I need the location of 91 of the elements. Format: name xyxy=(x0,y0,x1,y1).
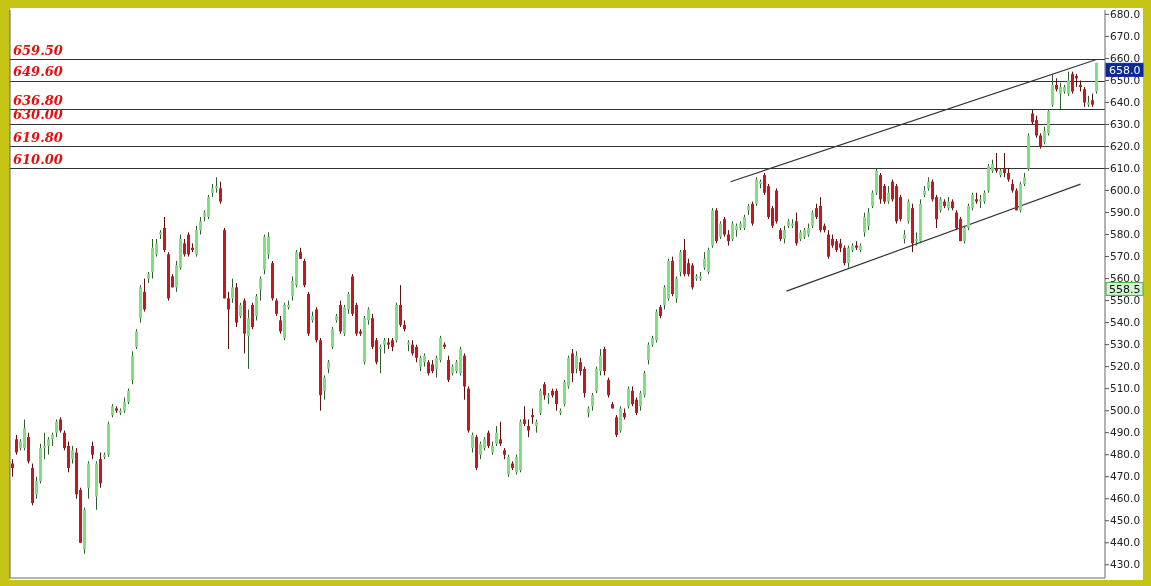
y-tick-label: 620.0 xyxy=(1110,140,1141,153)
y-tick-label: 480.0 xyxy=(1110,448,1141,461)
candlestick xyxy=(399,284,402,328)
candlestick xyxy=(707,247,710,275)
candlestick xyxy=(847,245,850,269)
candlestick xyxy=(867,207,870,231)
y-tick-label: 640.0 xyxy=(1110,96,1141,109)
candlestick xyxy=(795,212,798,247)
y-tick-label: 510.0 xyxy=(1110,382,1141,395)
candlestick xyxy=(675,275,678,304)
candlestick xyxy=(1035,115,1038,139)
candlestick xyxy=(1051,73,1054,108)
candlestick xyxy=(959,216,962,242)
y-tick-label: 450.0 xyxy=(1110,514,1141,527)
candlestick xyxy=(143,278,146,313)
ref-line-label: 636.80 xyxy=(13,92,63,108)
y-tick-label: 530.0 xyxy=(1110,338,1141,351)
candlestick xyxy=(723,216,726,238)
candlestick xyxy=(843,245,846,266)
candlestick xyxy=(499,421,502,447)
candlestick xyxy=(1003,152,1006,178)
y-tick-label: 560.0 xyxy=(1110,272,1141,285)
candlestick xyxy=(231,278,234,304)
candlestick xyxy=(539,388,542,416)
ref-line-label: 619.80 xyxy=(13,129,63,145)
candlestick xyxy=(751,201,754,227)
y-tick-label: 440.0 xyxy=(1110,536,1141,549)
y-tick-label: 650.0 xyxy=(1110,74,1141,87)
y-tick-label: 500.0 xyxy=(1110,404,1141,417)
candlestick xyxy=(615,414,618,438)
ref-line-label: 659.50 xyxy=(13,42,63,58)
candlestick xyxy=(507,454,510,478)
y-tick-label: 600.0 xyxy=(1110,184,1141,197)
candlestick xyxy=(23,418,26,451)
y-tick-label: 460.0 xyxy=(1110,492,1141,505)
ref-line-label: 630.00 xyxy=(13,107,63,123)
candlestick xyxy=(691,262,694,291)
y-tick-label: 680.0 xyxy=(1110,8,1141,21)
text: 658.0 xyxy=(1109,63,1141,77)
candlestick xyxy=(251,302,254,330)
candlestick xyxy=(323,374,326,401)
candlestick xyxy=(647,341,650,365)
candlestick xyxy=(607,377,610,398)
candlestick xyxy=(1059,82,1062,110)
ref-line-label: 649.60 xyxy=(13,64,63,80)
y-tick-label: 540.0 xyxy=(1110,316,1141,329)
candlestick xyxy=(1067,71,1070,97)
candlestick xyxy=(679,249,682,277)
candlestick xyxy=(731,220,734,242)
y-tick-label: 630.0 xyxy=(1110,118,1141,131)
candlestick xyxy=(495,425,498,447)
candlestick xyxy=(135,328,138,350)
candlestick xyxy=(35,476,38,500)
candlestick xyxy=(619,405,622,434)
candlestick xyxy=(1071,71,1074,95)
candlestick xyxy=(471,432,474,454)
candlestick xyxy=(863,212,866,238)
candlestick xyxy=(575,350,578,374)
candlestick xyxy=(827,229,830,260)
y-tick-label: 670.0 xyxy=(1110,30,1141,43)
y-tick-label: 550.0 xyxy=(1110,294,1141,307)
text: 558.5 xyxy=(1109,282,1141,296)
candlestick xyxy=(875,168,878,196)
candlestick xyxy=(163,216,166,253)
candlestick xyxy=(255,293,258,321)
y-tick-label: 470.0 xyxy=(1110,470,1141,483)
ref-line-label: 610.00 xyxy=(13,151,63,167)
candlestick xyxy=(219,181,222,205)
candlestick xyxy=(555,388,558,412)
y-tick-label: 570.0 xyxy=(1110,250,1141,263)
candlestick xyxy=(247,308,250,370)
candlestick xyxy=(259,275,262,302)
y-tick-label: 430.0 xyxy=(1110,558,1141,571)
candlestick xyxy=(523,405,526,427)
candlestick xyxy=(207,194,210,220)
candlestick xyxy=(227,291,230,350)
candlestick xyxy=(15,434,18,456)
y-tick-label: 520.0 xyxy=(1110,360,1141,373)
y-tick-label: 610.0 xyxy=(1110,162,1141,175)
candlestick xyxy=(447,355,450,383)
y-tick-label: 590.0 xyxy=(1110,206,1141,219)
candlestick xyxy=(187,231,190,258)
y-tick-label: 580.0 xyxy=(1110,228,1141,241)
y-tick-label: 490.0 xyxy=(1110,426,1141,439)
y-tick-label: 660.0 xyxy=(1110,52,1141,65)
candlestick xyxy=(603,346,606,376)
candlestick xyxy=(571,348,574,383)
candlestick xyxy=(907,198,910,225)
candlestick xyxy=(1083,86,1086,108)
candlestick xyxy=(627,385,630,409)
candlestick xyxy=(331,326,334,350)
